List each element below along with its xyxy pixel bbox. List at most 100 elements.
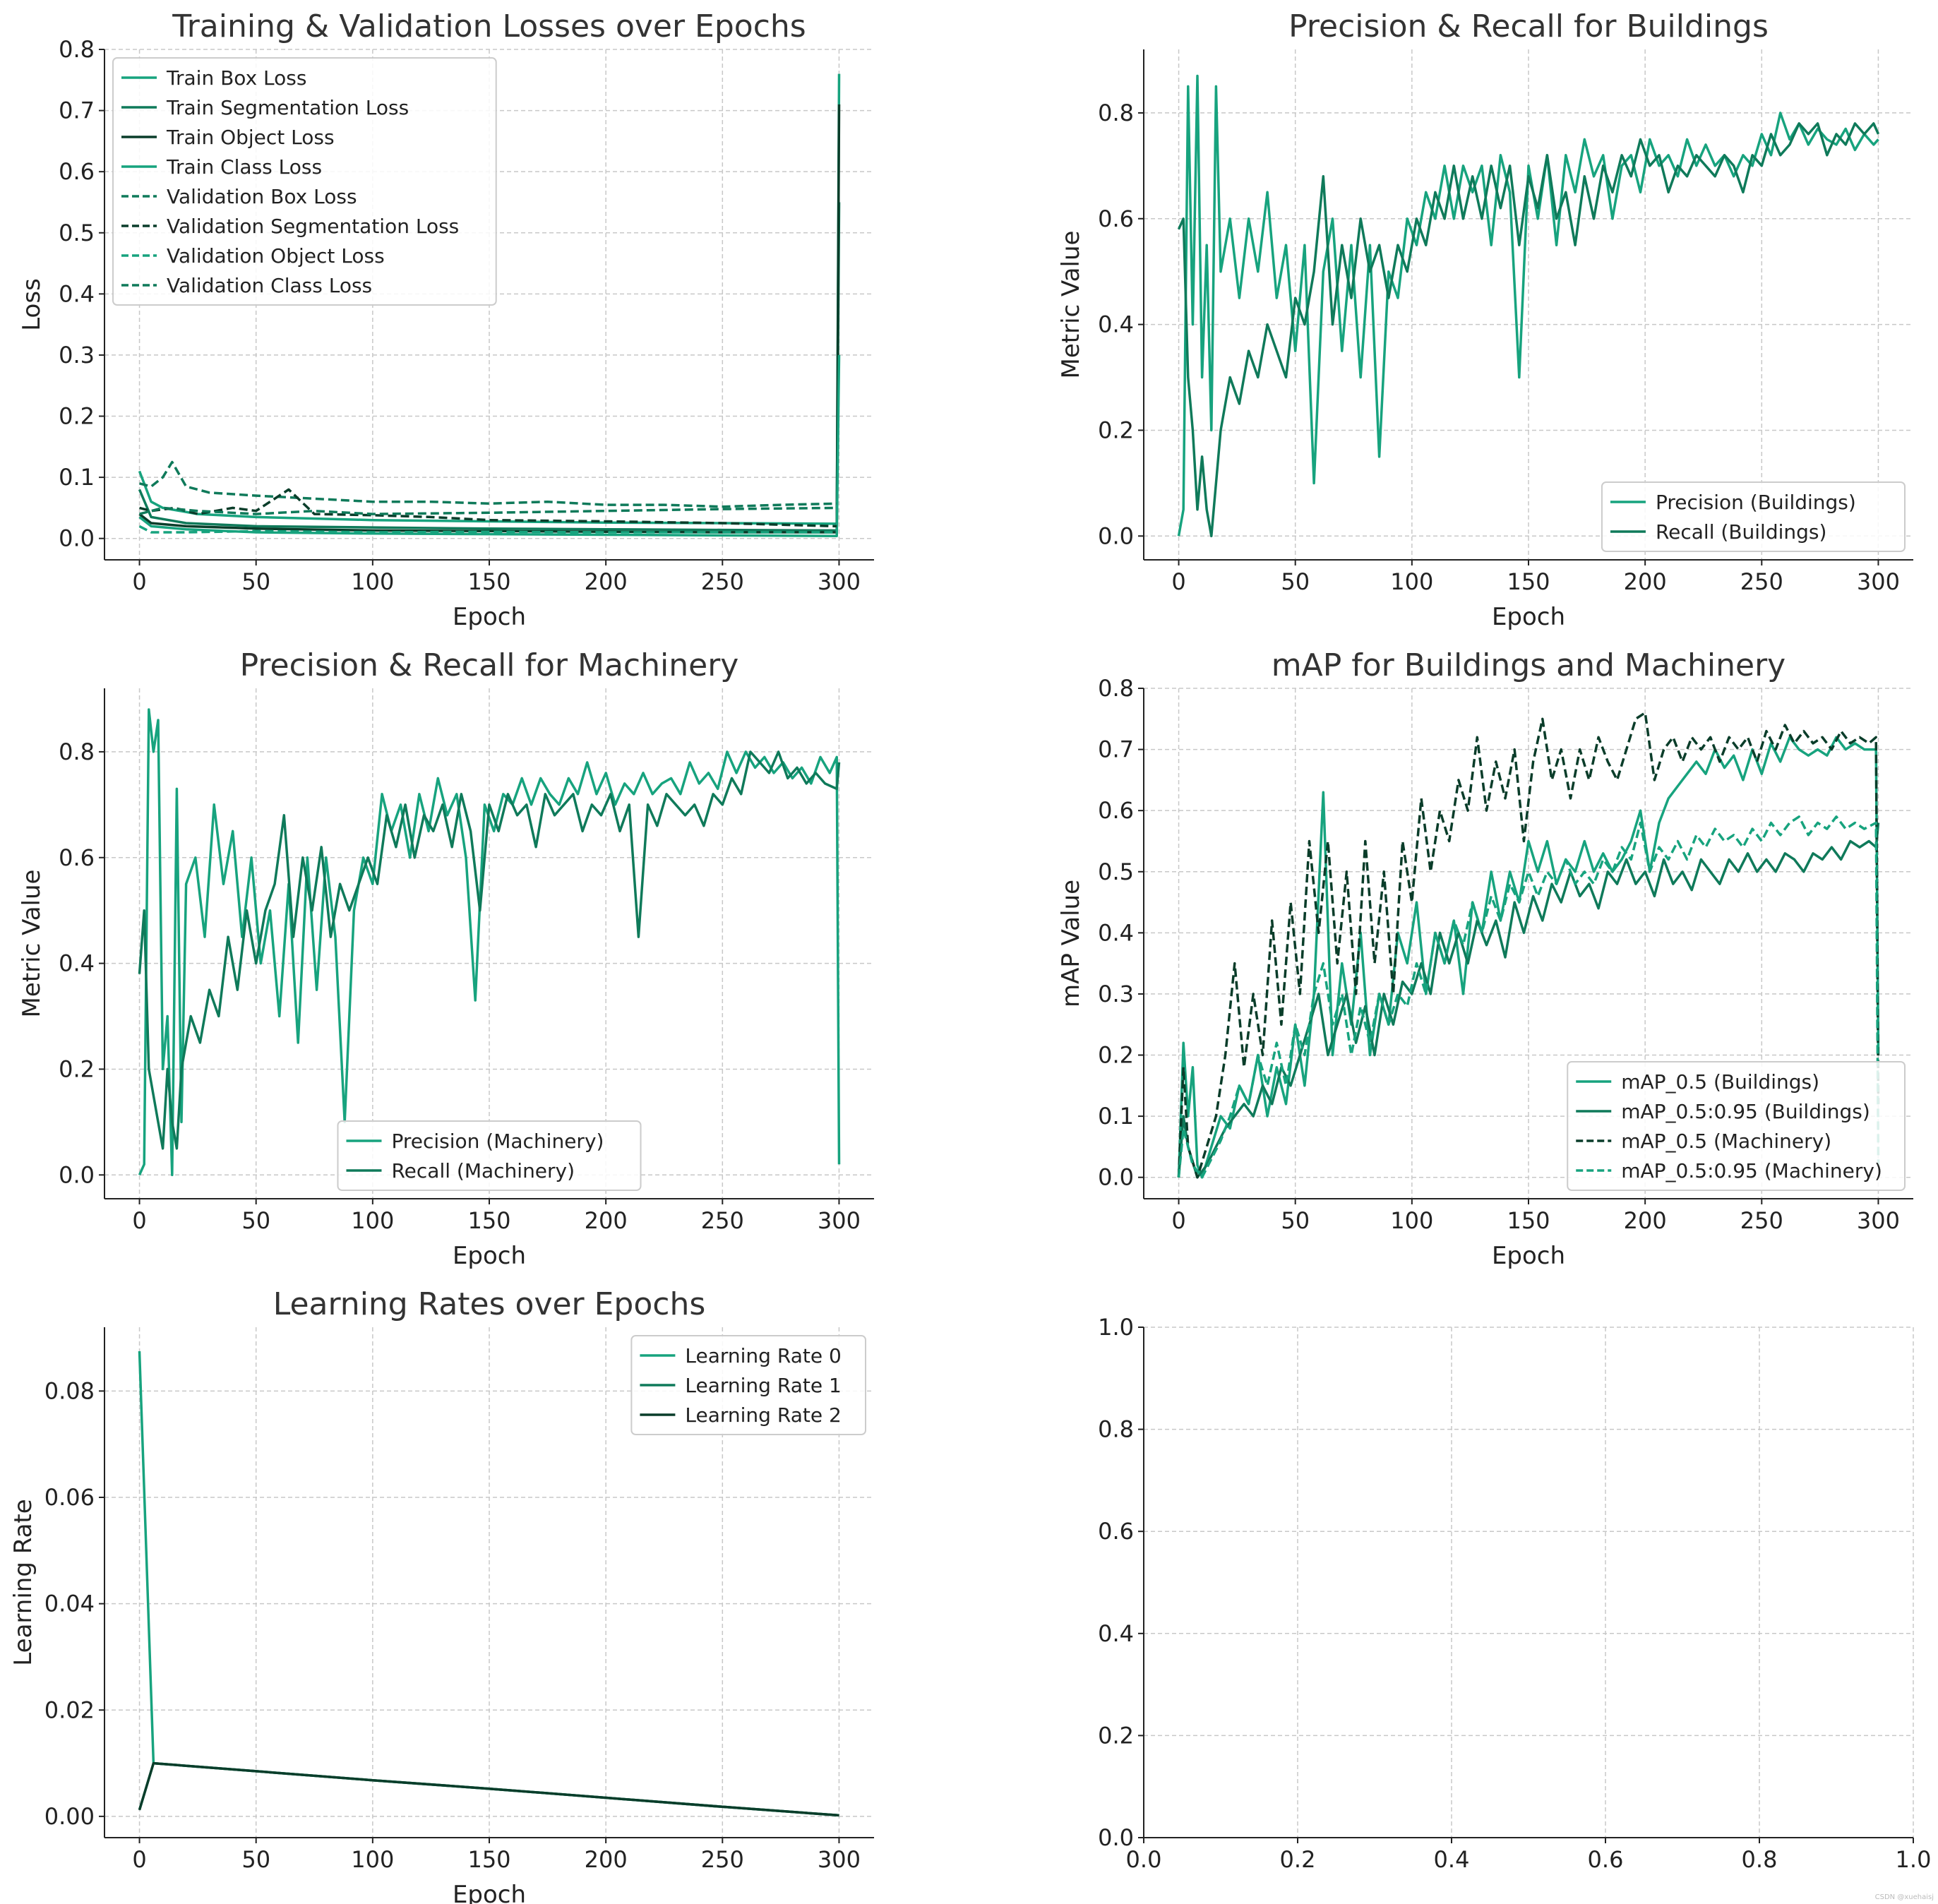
legend-entry: Recall (Buildings) bbox=[1656, 520, 1826, 544]
series-line-1 bbox=[1177, 822, 1880, 1179]
panel-lr: 0 50 100 150 200 250 300 0.00 0.02 0.04 0.06 0.08 Le… bbox=[9, 1286, 874, 1904]
y-tick-label: 0.02 bbox=[44, 1696, 95, 1723]
legend-entry: mAP_0.5 (Machinery) bbox=[1621, 1130, 1831, 1153]
series-line-2 bbox=[1177, 711, 1880, 1179]
chart-title: Precision & Recall for Machinery bbox=[240, 647, 739, 683]
y-tick-label: 0.2 bbox=[1098, 1722, 1134, 1749]
y-tick-label: 0.6 bbox=[59, 158, 95, 185]
y-tick-label: 0.8 bbox=[1098, 1416, 1134, 1443]
y-axis-label: Metric Value bbox=[1057, 231, 1085, 379]
y-tick-label: 0.1 bbox=[59, 464, 95, 491]
x-tick-label: 200 bbox=[585, 568, 628, 595]
y-tick-label: 0.5 bbox=[59, 220, 95, 246]
y-tick-label: 0.6 bbox=[1098, 205, 1134, 232]
y-tick-label: 0.2 bbox=[59, 403, 95, 430]
legend-entry: Train Segmentation Loss bbox=[166, 96, 409, 119]
legend-frame bbox=[630, 1335, 867, 1435]
series-line-7 bbox=[139, 506, 837, 515]
chart-title: Precision & Recall for Buildings bbox=[1288, 8, 1769, 44]
x-tick-label: 150 bbox=[467, 1846, 510, 1873]
y-tick-label: 0.06 bbox=[44, 1484, 95, 1511]
series-line-0 bbox=[138, 708, 841, 1177]
series-line-1 bbox=[1177, 122, 1880, 538]
legend-entry: Validation Class Loss bbox=[167, 274, 372, 297]
x-tick-label: 50 bbox=[241, 1207, 270, 1234]
x-tick-label: 0 bbox=[132, 1207, 146, 1234]
x-tick-label: 250 bbox=[1740, 1207, 1783, 1234]
y-tick-label: 0.0 bbox=[59, 525, 95, 552]
legend-entry: Learning Rate 2 bbox=[685, 1403, 841, 1427]
x-tick-label: 300 bbox=[818, 568, 861, 595]
series-line-4 bbox=[139, 460, 837, 508]
legend-entry: Validation Segmentation Loss bbox=[167, 215, 459, 238]
x-axis-label: Epoch bbox=[1492, 1242, 1565, 1270]
chart-title: Learning Rates over Epochs bbox=[273, 1286, 706, 1322]
x-tick-label: 250 bbox=[701, 568, 744, 595]
x-tick-label: 0 bbox=[1171, 1207, 1185, 1234]
y-tick-label: 0.0 bbox=[59, 1161, 95, 1188]
x-tick-label: 200 bbox=[585, 1207, 628, 1234]
x-tick-label: 100 bbox=[351, 568, 394, 595]
panel-pr_machinery: 0 50 100 150 200 250 300 0.0 0.2 0.4 0.6 0.8 Precisi… bbox=[18, 647, 874, 1270]
x-tick-label: 300 bbox=[818, 1846, 861, 1873]
panel-losses: 0 50 100 150 200 250 300 0.0 0.1 0.2 0.3 0.4 0.5 0.6 0… bbox=[18, 8, 874, 631]
x-tick-label: 0 bbox=[132, 1846, 146, 1873]
y-tick-label: 0.7 bbox=[1098, 736, 1134, 763]
legend-entry: mAP_0.5:0.95 (Buildings) bbox=[1621, 1100, 1870, 1123]
x-tick-label: 50 bbox=[241, 568, 270, 595]
y-tick-label: 0.04 bbox=[44, 1591, 95, 1617]
series-line-1 bbox=[138, 202, 841, 532]
x-tick-label: 1.0 bbox=[1896, 1846, 1932, 1873]
x-tick-label: 100 bbox=[351, 1846, 394, 1873]
x-tick-label: 100 bbox=[351, 1207, 394, 1234]
x-tick-label: 0.2 bbox=[1280, 1846, 1316, 1873]
x-tick-label: 50 bbox=[1281, 568, 1310, 595]
legend-entry: Precision (Buildings) bbox=[1656, 491, 1856, 514]
y-axis-label: Loss bbox=[18, 278, 46, 331]
panel-map: 0 50 100 150 200 250 300 0.0 0.1 0.2 0.3 0.4 0.5 0.6 0… bbox=[1057, 647, 1913, 1270]
y-tick-label: 0.1 bbox=[1098, 1103, 1134, 1130]
x-tick-label: 250 bbox=[1740, 568, 1783, 595]
y-tick-label: 0.6 bbox=[1098, 1518, 1134, 1545]
y-tick-label: 0.3 bbox=[59, 342, 95, 369]
legend-entry: mAP_0.5 (Buildings) bbox=[1621, 1070, 1819, 1094]
watermark: CSDN @xuehaisj bbox=[1874, 1893, 1934, 1901]
y-tick-label: 0.8 bbox=[1098, 675, 1134, 702]
x-axis-label: Epoch bbox=[453, 1881, 526, 1904]
chart-title: mAP for Buildings and Machinery bbox=[1272, 647, 1786, 683]
y-axis-label: mAP Value bbox=[1057, 880, 1085, 1007]
x-tick-label: 150 bbox=[467, 1207, 510, 1234]
x-tick-label: 250 bbox=[701, 1846, 744, 1873]
series-line-2 bbox=[138, 1761, 839, 1817]
y-axis-label: Metric Value bbox=[18, 870, 46, 1018]
x-tick-label: 150 bbox=[1507, 568, 1550, 595]
legend-entry: Train Box Loss bbox=[166, 66, 306, 90]
legend-frame bbox=[1601, 481, 1906, 552]
x-axis-label: Epoch bbox=[453, 1242, 526, 1270]
legend-entry: Learning Rate 1 bbox=[685, 1374, 841, 1397]
x-tick-label: 0.0 bbox=[1126, 1846, 1162, 1873]
x-tick-label: 150 bbox=[1507, 1207, 1550, 1234]
x-tick-label: 0.8 bbox=[1742, 1846, 1778, 1873]
y-tick-label: 0.4 bbox=[1098, 1620, 1134, 1647]
legend-frame bbox=[112, 57, 497, 306]
x-tick-label: 300 bbox=[1857, 1207, 1900, 1234]
y-tick-label: 0.2 bbox=[59, 1055, 95, 1082]
series-line-3 bbox=[138, 354, 841, 537]
legend-entry: mAP_0.5:0.95 (Machinery) bbox=[1621, 1159, 1882, 1182]
series-line-0 bbox=[1177, 74, 1879, 537]
legend-entry: Validation Box Loss bbox=[167, 185, 357, 208]
y-tick-label: 0.4 bbox=[59, 950, 95, 977]
y-tick-label: 0.3 bbox=[1098, 981, 1134, 1007]
x-tick-label: 0.4 bbox=[1434, 1846, 1470, 1873]
x-tick-label: 150 bbox=[467, 568, 510, 595]
y-tick-label: 0.7 bbox=[59, 97, 95, 124]
legend-entry: Train Class Loss bbox=[166, 155, 322, 179]
panel-empty: 0.0 0.2 0.4 0.6 0.8 1.0 0.0 0.2 0.4 0.6 0.8 1.0 bbox=[1098, 1314, 1931, 1873]
x-tick-label: 250 bbox=[701, 1207, 744, 1234]
legend-entry: Precision (Machinery) bbox=[391, 1130, 604, 1153]
series-line-3 bbox=[1177, 815, 1880, 1179]
legend: mAP_0.5 (Buildings) mAP_0.5:0.95 (Buildin… bbox=[1567, 1061, 1906, 1191]
x-axis-label: Epoch bbox=[453, 603, 526, 631]
x-tick-label: 50 bbox=[1281, 1207, 1310, 1234]
